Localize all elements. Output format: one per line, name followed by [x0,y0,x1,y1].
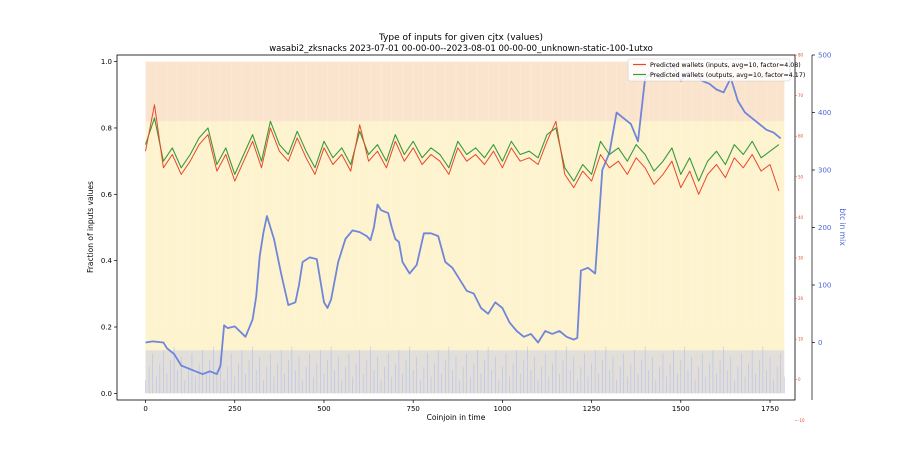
x-tick-label: 250 [228,405,241,413]
band-stripes [145,61,785,394]
y-tick-label: 0.6 [101,191,113,199]
band-mid [145,61,785,394]
right-inner-tick-label: 40 [798,215,804,220]
y-tick-label: 0.2 [101,324,112,332]
y-axis-right-inner: -10 0 10 20 30 40 50 60 70 80 [795,53,805,423]
x-tick-label: 1000 [493,405,511,413]
x-tick-label: 1250 [583,405,601,413]
right-inner-tick-label: 0 [798,377,801,382]
right-inner-tick-label: 60 [798,134,804,139]
x-tick-label: 750 [406,405,419,413]
right-inner-tick-label: 80 [798,53,804,58]
right-outer-tick-label: 200 [818,224,831,232]
right-outer-tick-label: 0 [818,339,822,347]
right-inner-tick-label: 10 [798,337,804,342]
y-tick-label: 1.0 [101,58,112,66]
y-axis-label-right: btc in mix [838,208,847,246]
right-inner-tick-label: 70 [798,93,804,98]
x-tick-label: 500 [317,405,330,413]
x-axis: 0 250 500 750 1000 1250 1500 1750 [143,400,779,413]
y-axis-label-left: Fraction of inputs values [86,181,95,273]
right-inner-tick-label: 20 [798,296,804,301]
legend-label-inputs: Predicted wallets (inputs, avg=10, facto… [650,62,801,69]
plot-area [144,61,785,394]
x-tick-label: 1750 [761,405,779,413]
right-outer-tick-label: 300 [818,167,831,175]
y-axis-left: 0.0 0.2 0.4 0.6 0.8 1.0 [101,58,117,398]
chart-title: Type of inputs for given cjtx (values) [378,33,543,43]
legend: Predicted wallets (inputs, avg=10, facto… [627,58,805,82]
legend-box [627,58,791,82]
x-tick-label: 0 [143,405,147,413]
y-tick-label: 0.4 [101,257,113,265]
y-tick-label: 0.8 [101,124,112,132]
right-inner-tick-label: -10 [798,418,805,423]
right-outer-tick-label: 400 [818,109,831,117]
plot-frame [116,54,796,401]
x-tick-label: 1500 [672,405,690,413]
outputs-line [144,117,780,182]
x-axis-label: Coinjoin in time [427,413,486,422]
legend-label-outputs: Predicted wallets (outputs, avg=10, fact… [650,72,805,79]
band-bottom [145,350,785,394]
right-inner-tick-label: 30 [798,255,804,260]
y-tick-label: 0.0 [101,390,112,398]
chart-subtitle: wasabi2_zksnacks 2023-07-01 00-00-00--20… [269,44,653,54]
right-outer-tick-label: 500 [818,52,831,60]
inputs-line [145,104,780,195]
right-inner-tick-label: 50 [798,174,804,179]
right-outer-tick-label: 100 [818,282,831,290]
y-axis-right-outer: 0 100 200 300 400 500 [811,52,831,400]
